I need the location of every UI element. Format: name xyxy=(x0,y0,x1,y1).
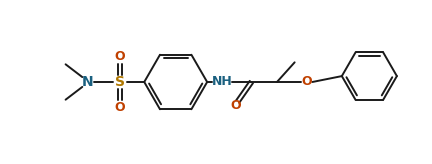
Text: O: O xyxy=(301,75,312,89)
Text: O: O xyxy=(230,99,241,112)
Text: NH: NH xyxy=(212,75,232,89)
Text: N: N xyxy=(81,75,93,89)
Text: O: O xyxy=(114,50,125,63)
Text: O: O xyxy=(114,101,125,114)
Text: S: S xyxy=(114,75,125,89)
